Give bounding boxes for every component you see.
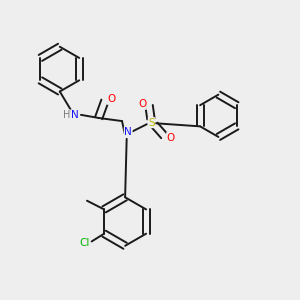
Text: N: N [71,110,79,120]
Text: S: S [148,118,155,128]
Text: N: N [124,127,132,137]
Text: Cl: Cl [79,238,89,248]
Text: O: O [107,94,115,104]
Text: H: H [63,110,70,120]
Text: O: O [138,99,146,109]
Text: O: O [167,133,175,142]
